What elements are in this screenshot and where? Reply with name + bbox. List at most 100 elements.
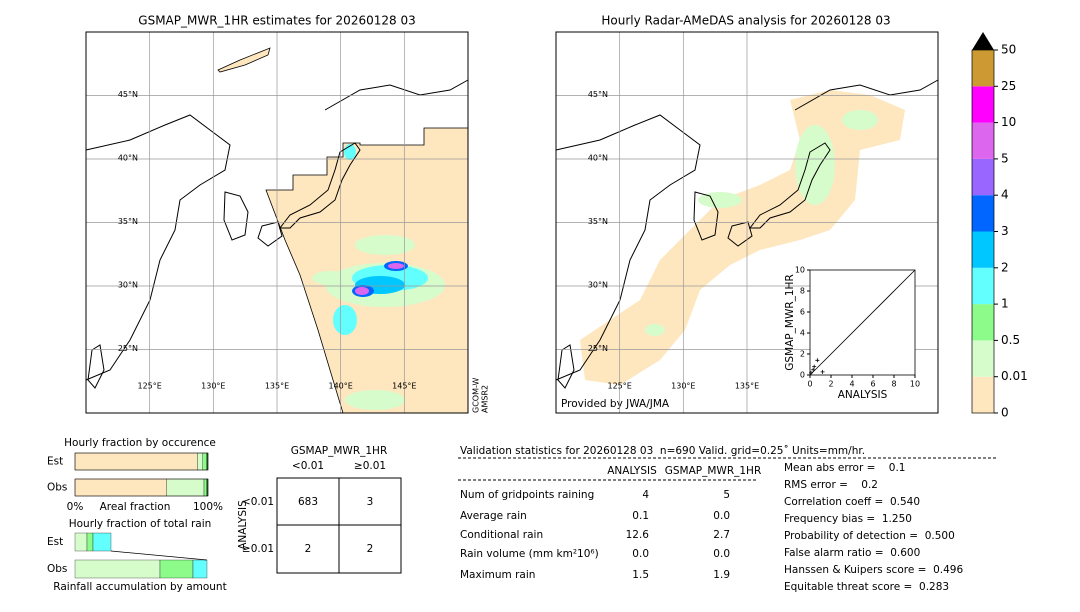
row-title: ANALYSIS <box>237 500 249 550</box>
colorbar-label: 0.5 <box>1001 333 1020 347</box>
colorbar-label: 5 <box>1001 151 1009 165</box>
score: Correlation coeff = 0.540 <box>784 496 920 508</box>
x-tick-label: 8 <box>891 380 896 389</box>
credit: Provided by JWA/JMA <box>561 398 670 410</box>
colorbar-bin <box>972 267 994 305</box>
right-map-art <box>555 79 939 389</box>
chart-title: Hourly fraction by occurence <box>64 437 216 449</box>
bar-segment <box>192 559 208 579</box>
score: False alarm ratio = 0.600 <box>784 547 920 559</box>
table-cell: 0.0 <box>713 510 730 522</box>
x-tick-label: 4 <box>849 380 854 389</box>
x-tick-label: 10 <box>910 380 920 389</box>
category-label: Obs <box>47 482 67 494</box>
lat-label: 25°N <box>118 344 138 353</box>
row-label: Average rain <box>460 510 527 522</box>
score: Probability of detection = 0.500 <box>784 530 955 542</box>
colorbar-label: 0.01 <box>1001 369 1028 383</box>
y-axis-label: GSMAP_MWR_1HR <box>784 274 796 370</box>
point <box>820 369 825 374</box>
colorbar-label: 3 <box>1001 224 1009 238</box>
lat-label: 45°N <box>588 90 608 99</box>
lon-label: 125°E <box>138 382 162 391</box>
row-label: Maximum rain <box>460 569 535 581</box>
x-tick-label: 6 <box>870 380 875 389</box>
bar-frame <box>74 478 209 497</box>
category-label: Est <box>47 536 63 548</box>
chart-title: Hourly fraction of total rain <box>69 518 212 530</box>
x-tick-label: 2 <box>828 380 833 389</box>
score: Hanssen & Kuipers score = 0.496 <box>784 564 963 576</box>
y-tick-label: 2 <box>800 350 805 359</box>
score: Frequency bias = 1.250 <box>784 513 912 525</box>
bar-segment <box>86 532 94 552</box>
table-title: GSMAP_MWR_1HR <box>291 445 387 457</box>
diagonal <box>809 269 916 376</box>
table-cell: 2.7 <box>713 529 730 541</box>
colorbar-label: 2 <box>1001 260 1009 274</box>
column-header: GSMAP_MWR_1HR <box>665 465 761 477</box>
y-tick-label: 4 <box>800 329 805 338</box>
bar-segment <box>202 452 207 471</box>
colorbar-bin <box>972 340 994 377</box>
table-cell: 2 <box>305 543 312 555</box>
colorbar-bin <box>972 86 994 123</box>
sensor-label: GCOM-W <box>472 377 481 413</box>
point <box>809 370 814 375</box>
table-cell: 4 <box>642 489 649 501</box>
column-header: ANALYSIS <box>607 465 657 477</box>
lat-label: 45°N <box>118 90 138 99</box>
lon-label: 145°E <box>392 382 416 391</box>
y-tick-label: 8 <box>800 287 805 296</box>
point <box>811 367 816 372</box>
map-frame <box>85 31 469 414</box>
y-tick-label: 0 <box>800 371 805 380</box>
table-cell: 0.0 <box>632 548 649 560</box>
table-cell: 1.5 <box>632 569 649 581</box>
colorbar-bin <box>972 231 994 268</box>
category-label: Obs <box>47 563 67 575</box>
column-header: <0.01 <box>292 460 324 472</box>
bar-segment <box>74 532 88 552</box>
lat-label: 30°N <box>588 281 608 290</box>
table-cell: 3 <box>367 496 374 508</box>
row-label: Num of gridpoints raining <box>460 489 594 501</box>
bar-segment <box>166 478 205 497</box>
score: RMS error = 0.2 <box>784 479 878 491</box>
bar-segment <box>203 478 207 497</box>
column-header: ≥0.01 <box>354 460 386 472</box>
x-tick-label: 0% <box>67 501 84 513</box>
lat-label: 40°N <box>588 154 608 163</box>
table-cell: 1.9 <box>713 569 730 581</box>
row-label: Rain volume (mm km²10⁶) <box>460 548 599 560</box>
bar-segment <box>74 478 167 497</box>
x-axis-label: ANALYSIS <box>838 389 888 401</box>
lon-label: 130°E <box>671 382 695 391</box>
point <box>815 358 820 363</box>
connector <box>110 550 208 561</box>
right-map-title: Hourly Radar-AMeDAS analysis for 2026012… <box>601 14 890 28</box>
score: Mean abs error = 0.1 <box>784 462 905 474</box>
y-tick-label: 6 <box>800 308 805 317</box>
point <box>812 364 817 369</box>
bar-segment <box>159 559 194 579</box>
left-map-title: GSMAP_MWR_1HR estimates for 20260128 03 <box>138 14 415 28</box>
table-cell: 0.1 <box>632 510 649 522</box>
table-cell: 2 <box>367 543 374 555</box>
colorbar-label: 25 <box>1001 79 1016 93</box>
bar-segment <box>197 452 203 471</box>
colorbar-bin <box>972 304 994 341</box>
colorbar-label: 10 <box>1001 115 1016 129</box>
stats-header: Validation statistics for 20260128 03 n=… <box>460 445 865 457</box>
colorbar-label: 4 <box>1001 188 1009 202</box>
lon-label: 135°E <box>265 382 289 391</box>
table-cell: 0.0 <box>713 548 730 560</box>
bar-segment <box>74 452 198 471</box>
lon-label: 140°E <box>329 382 353 391</box>
table-cell: 12.6 <box>626 529 650 541</box>
x-tick-label: 0 <box>807 380 812 389</box>
bar-segment <box>74 559 161 579</box>
bar-segment <box>92 532 112 552</box>
x-axis-label: Rainfall accumulation by amount <box>53 581 226 593</box>
colorbar-extension <box>972 32 994 50</box>
